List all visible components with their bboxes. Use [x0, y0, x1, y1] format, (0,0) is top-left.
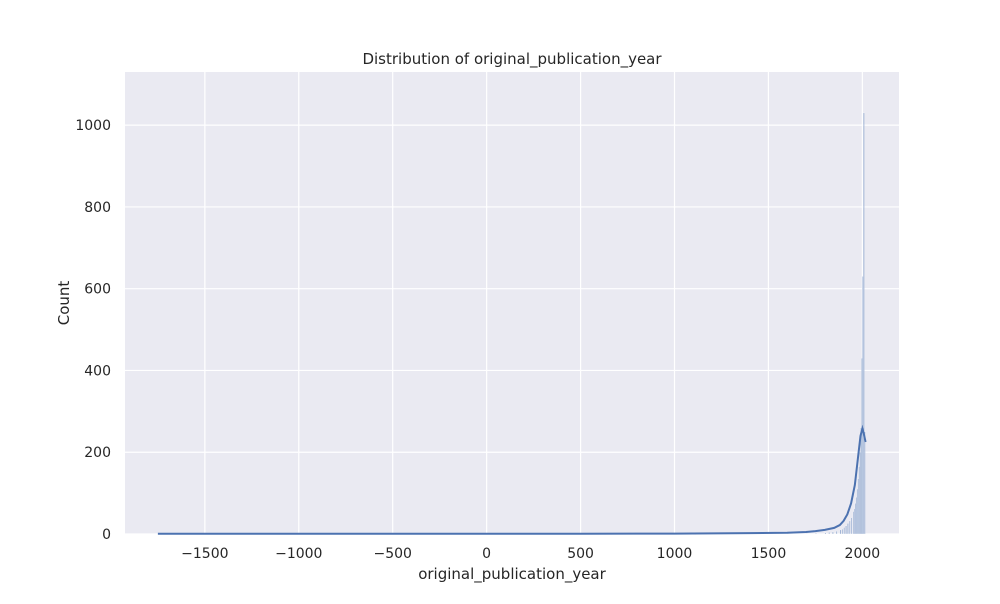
- y-tick-label: 800: [84, 200, 111, 216]
- x-tick-label: 2000: [845, 546, 881, 562]
- histogram-bar: [836, 531, 837, 534]
- y-tick-label: 600: [84, 282, 111, 298]
- histogram-bar: [845, 526, 846, 534]
- histogram-bar: [864, 432, 865, 534]
- histogram-bar: [815, 533, 816, 534]
- histogram-bar: [851, 518, 852, 534]
- histogram-bar: [840, 530, 841, 534]
- chart-title: Distribution of original_publication_yea…: [362, 50, 662, 69]
- y-tick-label: 0: [102, 527, 111, 543]
- x-tick-labels: −1500 −1000 −500 0 500 1000 1500 2000: [181, 546, 880, 562]
- x-tick-label: 500: [567, 546, 594, 562]
- histogram-bar: [825, 533, 826, 534]
- y-tick-label: 400: [84, 363, 111, 379]
- histogram-bar: [842, 529, 843, 534]
- x-tick-label: 1500: [751, 546, 787, 562]
- y-tick-label: 1000: [75, 118, 111, 134]
- x-tick-label: 0: [482, 546, 491, 562]
- y-tick-label: 200: [84, 445, 111, 461]
- x-tick-label: −500: [373, 546, 411, 562]
- histogram-bar: [829, 532, 830, 534]
- y-tick-labels: 0 200 400 600 800 1000: [75, 118, 111, 543]
- histogram-bar: [847, 523, 848, 534]
- histogram-bar: [849, 521, 850, 534]
- y-axis-label: Count: [55, 281, 73, 326]
- x-tick-label: 1000: [657, 546, 693, 562]
- x-tick-label: −1500: [181, 546, 228, 562]
- histogram-bar: [832, 532, 833, 534]
- plot-background: [125, 72, 899, 534]
- x-tick-label: −1000: [275, 546, 322, 562]
- histogram-bar: [844, 527, 845, 534]
- x-axis-label: original_publication_year: [418, 565, 606, 584]
